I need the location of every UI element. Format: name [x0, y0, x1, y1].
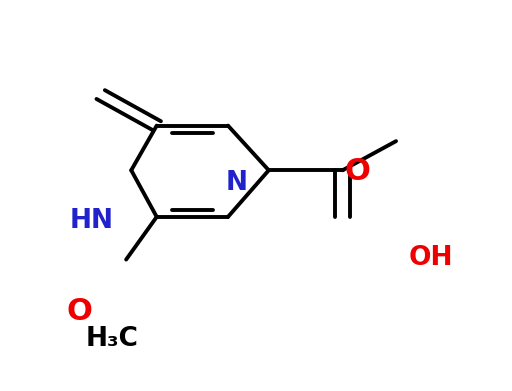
Text: O: O	[345, 157, 371, 186]
Text: N: N	[226, 170, 248, 196]
Text: HN: HN	[70, 208, 114, 234]
Text: O: O	[66, 297, 92, 326]
Text: H₃C: H₃C	[86, 326, 138, 352]
Text: OH: OH	[409, 245, 453, 271]
